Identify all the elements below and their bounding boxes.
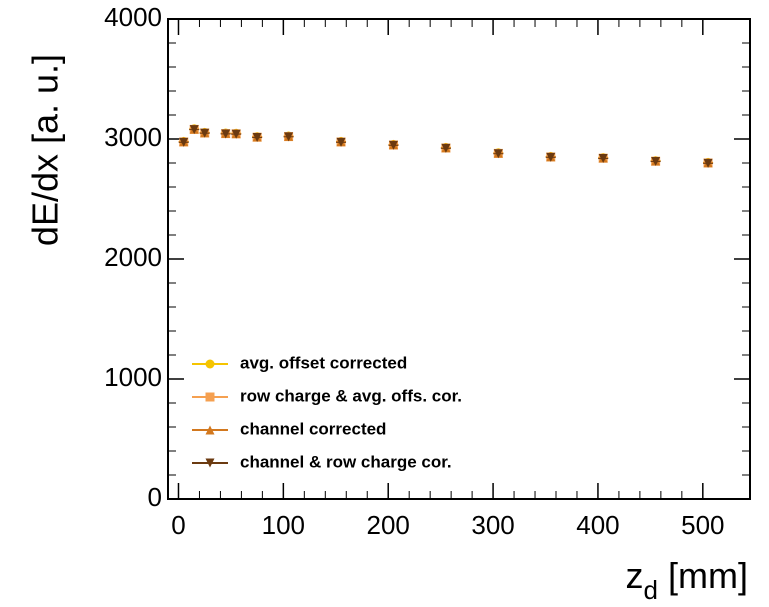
x-axis-title-main: z — [626, 555, 644, 596]
marker — [598, 154, 608, 164]
marker — [441, 143, 451, 153]
marker — [703, 158, 713, 168]
legend-label: avg. offset corrected — [240, 353, 407, 372]
marker — [189, 125, 199, 135]
marker — [205, 425, 215, 435]
x-tick-label: 500 — [681, 510, 724, 540]
x-tick-label: 300 — [471, 510, 514, 540]
legend-label: row charge & avg. offs. cor. — [240, 386, 462, 405]
x-tick-label: 100 — [262, 510, 305, 540]
marker — [205, 458, 215, 468]
marker — [179, 137, 189, 147]
marker — [388, 140, 398, 150]
marker — [336, 137, 346, 147]
marker — [221, 129, 231, 139]
x-tick-label: 200 — [367, 510, 410, 540]
marker — [200, 128, 210, 138]
y-axis-title: dE/dx [a. u.] — [25, 54, 66, 246]
marker — [493, 149, 503, 159]
marker — [205, 359, 215, 369]
y-tick-label: 4000 — [104, 2, 162, 32]
marker — [284, 132, 294, 142]
marker — [231, 129, 241, 139]
y-tick-label: 2000 — [104, 242, 162, 272]
marker — [205, 392, 215, 402]
marker — [546, 152, 556, 162]
x-axis-title: zd [mm] — [626, 555, 748, 605]
legend-label: channel corrected — [240, 419, 386, 438]
y-tick-label: 0 — [148, 482, 162, 512]
x-axis-title-sub: d — [644, 575, 658, 605]
legend-label: channel & row charge cor. — [240, 452, 452, 471]
marker — [252, 133, 262, 143]
marker — [651, 157, 661, 167]
x-tick-label: 400 — [576, 510, 619, 540]
x-axis-title-unit: [mm] — [668, 555, 748, 596]
y-tick-label: 1000 — [104, 362, 162, 392]
y-tick-label: 3000 — [104, 122, 162, 152]
x-tick-label: 0 — [171, 510, 185, 540]
